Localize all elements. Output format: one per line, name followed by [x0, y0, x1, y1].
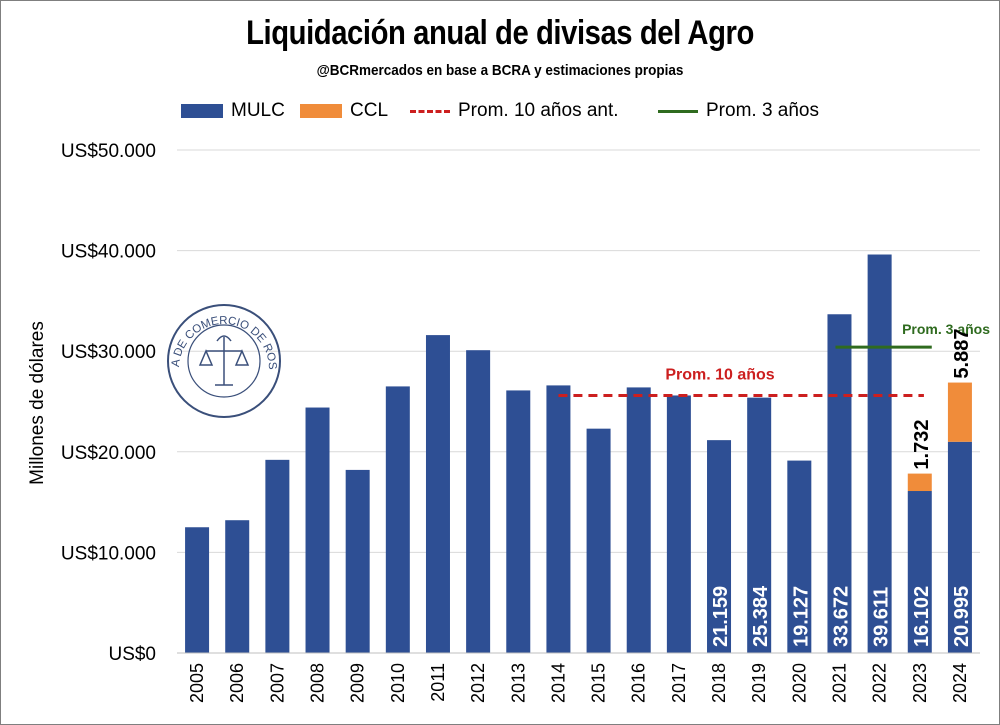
legend-swatch-ccl — [300, 104, 342, 118]
bar-mulc — [586, 428, 611, 653]
x-tick-label: 2012 — [468, 663, 488, 703]
bar-mulc — [466, 350, 491, 653]
legend-item-prom10: Prom. 10 años ant. — [410, 98, 619, 124]
data-label-mulc: 33.672 — [830, 586, 852, 647]
legend-item-mulc: MULC — [181, 98, 285, 124]
x-tick-label: 2014 — [548, 663, 568, 703]
chart-title: Liquidación anual de divisas del Agro — [246, 14, 754, 52]
scales-icon — [198, 335, 250, 386]
bar-mulc — [185, 527, 210, 653]
data-label-mulc: 39.611 — [871, 587, 893, 647]
x-tick-label: 2008 — [308, 663, 328, 703]
bar-mulc — [265, 459, 290, 653]
bcr-logo: BOLSA DE COMERCIO DE ROSARIO — [167, 304, 281, 418]
y-tick-label: US$50.000 — [61, 141, 156, 162]
x-tick-label: 2010 — [388, 663, 408, 703]
x-tick-label: 2013 — [508, 663, 528, 703]
x-tick-label: 2018 — [709, 663, 729, 703]
x-tick-label: 2019 — [749, 663, 769, 703]
reference-lines: Prom. 10 años Prom. 3 años — [558, 321, 990, 397]
bar-mulc — [947, 441, 972, 653]
y-tick-label: US$20.000 — [61, 443, 156, 464]
bar-mulc — [305, 407, 330, 653]
legend-label-mulc: MULC — [231, 100, 285, 121]
x-tick-label: 2009 — [348, 663, 368, 703]
x-tick-label: 2021 — [829, 663, 849, 703]
bar-mulc — [506, 390, 531, 653]
data-label-mulc: 16.102 — [911, 586, 933, 647]
y-axis: US$0 US$10.000 US$20.000 US$30.000 US$40.000… — [61, 141, 156, 665]
bar-mulc — [626, 387, 651, 653]
bar-mulc — [827, 314, 852, 653]
x-tick-label: 2023 — [910, 663, 930, 703]
bar-mulc — [546, 385, 571, 653]
y-tick-label: US$0 — [108, 644, 156, 665]
x-tick-label: 2015 — [589, 663, 609, 703]
data-label-ccl: 1.732 — [911, 420, 933, 470]
x-tick-label: 2017 — [669, 663, 689, 703]
y-tick-label: US$30.000 — [61, 342, 156, 363]
legend: MULC CCL Prom. 10 años ant. Prom. 3 años — [0, 98, 1000, 124]
x-tick-label: 2006 — [227, 663, 247, 703]
x-tick-label: 2020 — [789, 663, 809, 703]
legend-label-ccl: CCL — [350, 100, 389, 121]
x-tick-label: 2022 — [870, 663, 890, 703]
ref-label-prom3: Prom. 3 años — [902, 321, 990, 337]
x-tick-label: 2007 — [267, 663, 287, 703]
y-tick-label: US$10.000 — [61, 543, 156, 564]
x-tick-label: 2024 — [950, 663, 970, 703]
bar-mulc — [787, 460, 812, 653]
legend-item-ccl: CCL — [300, 98, 388, 124]
bar-mulc — [425, 335, 450, 653]
bar-mulc — [747, 397, 772, 653]
legend-swatch-mulc — [181, 104, 223, 118]
y-tick-label: US$40.000 — [61, 242, 156, 263]
bar-mulc — [385, 386, 410, 653]
gridlines — [177, 149, 980, 654]
logo-inner-ring — [187, 324, 261, 398]
data-label-mulc: 19.127 — [790, 586, 812, 647]
bar-mulc — [907, 491, 932, 653]
bar-mulc — [707, 440, 732, 653]
x-axis: 2005 2006 2007 2008 2009 2010 2011 2012 2013 2014… — [177, 652, 980, 703]
bar-mulc — [225, 520, 250, 653]
bars — [185, 254, 972, 653]
chart-subtitle: @BCRmercados en base a BCRA y estimacion… — [316, 62, 684, 79]
x-tick-label: 2011 — [428, 663, 448, 702]
bar-mulc — [867, 254, 892, 653]
x-tick-label: 2005 — [187, 663, 207, 703]
y-axis-title: Millones de dólares — [27, 321, 48, 485]
legend-label-prom3: Prom. 3 años — [706, 100, 819, 121]
legend-swatch-prom3 — [658, 109, 698, 113]
x-tick-label: 2016 — [629, 663, 649, 703]
bar-ccl — [907, 473, 932, 492]
legend-item-prom3: Prom. 3 años — [658, 98, 819, 124]
data-label-mulc: 21.159 — [710, 586, 732, 647]
bar-ccl — [947, 382, 972, 442]
bar-mulc — [345, 469, 370, 653]
ref-label-prom10: Prom. 10 años — [665, 366, 774, 383]
bar-mulc — [666, 395, 691, 653]
legend-label-prom10: Prom. 10 años ant. — [458, 100, 619, 121]
data-label-ccl: 5.887 — [951, 329, 973, 379]
logo-outer-ring — [167, 304, 281, 418]
legend-swatch-prom10 — [410, 109, 450, 113]
data-label-mulc: 20.995 — [951, 586, 973, 647]
data-label-mulc: 25.384 — [750, 585, 772, 647]
data-labels: 21.159 25.384 19.127 33.672 39.611 16.102 1.73… — [710, 329, 973, 647]
